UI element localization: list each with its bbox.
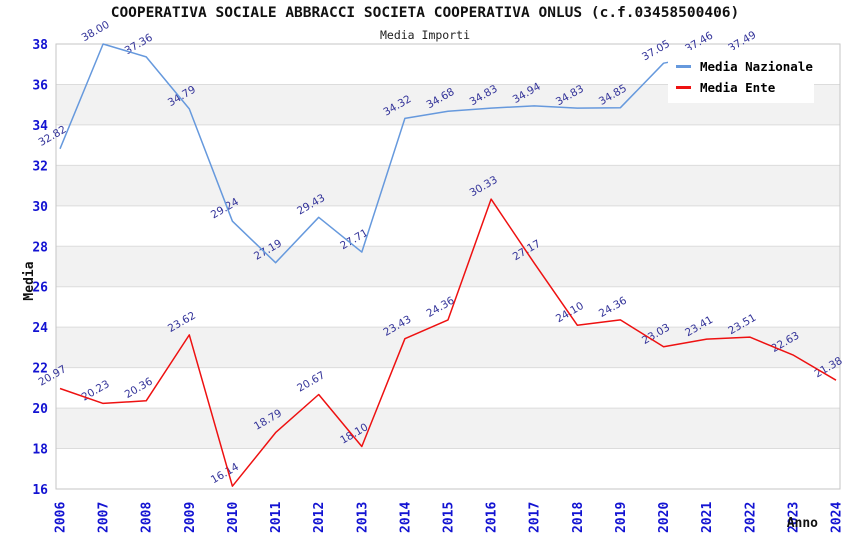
y-axis-title: Media [22,261,37,300]
x-tick-label: 2019 [614,502,629,533]
plot-band [56,327,840,368]
x-tick-label: 2011 [269,502,284,533]
y-tick-label: 34 [32,119,48,134]
x-tick-label: 2023 [786,502,801,533]
x-tick-label: 2013 [355,502,370,533]
legend-label-nazionale: Media Nazionale [700,58,813,74]
x-tick-label: 2017 [528,502,543,533]
y-tick-label: 24 [32,321,48,336]
y-tick-label: 22 [32,362,48,377]
data-label: 20.36 [123,375,155,401]
series-line-nazionale [59,43,750,264]
x-tick-label: 2016 [485,502,500,533]
x-tick-label: 2012 [312,502,327,533]
data-label: 24.36 [597,294,629,320]
x-tick-label: 2024 [830,502,845,533]
x-tick-label: 2018 [571,502,586,533]
y-tick-label: 16 [32,483,48,498]
legend-item-media-nazionale: Media Nazionale [676,59,814,74]
plot-border [55,43,841,490]
plot-band [56,165,840,206]
plot-band [56,246,840,287]
data-label: 38.00 [80,19,112,44]
chart-subtitle: Media Importi [379,28,470,42]
chart-legend: Media Nazionale Media Ente [668,50,814,103]
series-line-ente [59,198,837,487]
y-tick-label: 30 [32,200,48,215]
legend-marker-nazionale-icon [676,64,691,68]
data-label: 24.10 [554,300,586,325]
y-tick-label: 26 [32,281,48,296]
x-tick-label: 2010 [226,502,241,533]
y-tick-label: 36 [32,78,48,93]
x-tick-label: 2009 [183,502,198,533]
y-tick-label: 28 [32,240,48,255]
plot-band [56,408,840,449]
x-tick-label: 2020 [657,502,672,533]
y-tick-label: 38 [32,38,48,53]
data-label: 20.23 [80,378,112,403]
x-tick-label: 2014 [398,502,413,533]
data-label: 20.67 [295,369,327,394]
x-tick-label: 2007 [97,502,112,533]
x-tick-label: 2015 [442,502,457,533]
y-tick-label: 18 [32,443,48,458]
x-tick-label: 2008 [140,502,155,533]
legend-marker-ente-icon [676,85,691,89]
x-tick-label: 2021 [700,502,715,533]
legend-label-ente: Media Ente [700,79,776,95]
x-tick-label: 2022 [743,502,758,533]
y-tick-label: 32 [32,159,48,174]
chart-title: COOPERATIVA SOCIALE ABBRACCI SOCIETA COO… [110,5,740,21]
legend-item-media-ente: Media Ente [676,80,814,95]
x-axis-title: Anno [787,516,818,531]
y-tick-label: 20 [32,402,48,417]
x-tick-label: 2006 [54,502,69,533]
data-label: 37.36 [123,31,155,57]
